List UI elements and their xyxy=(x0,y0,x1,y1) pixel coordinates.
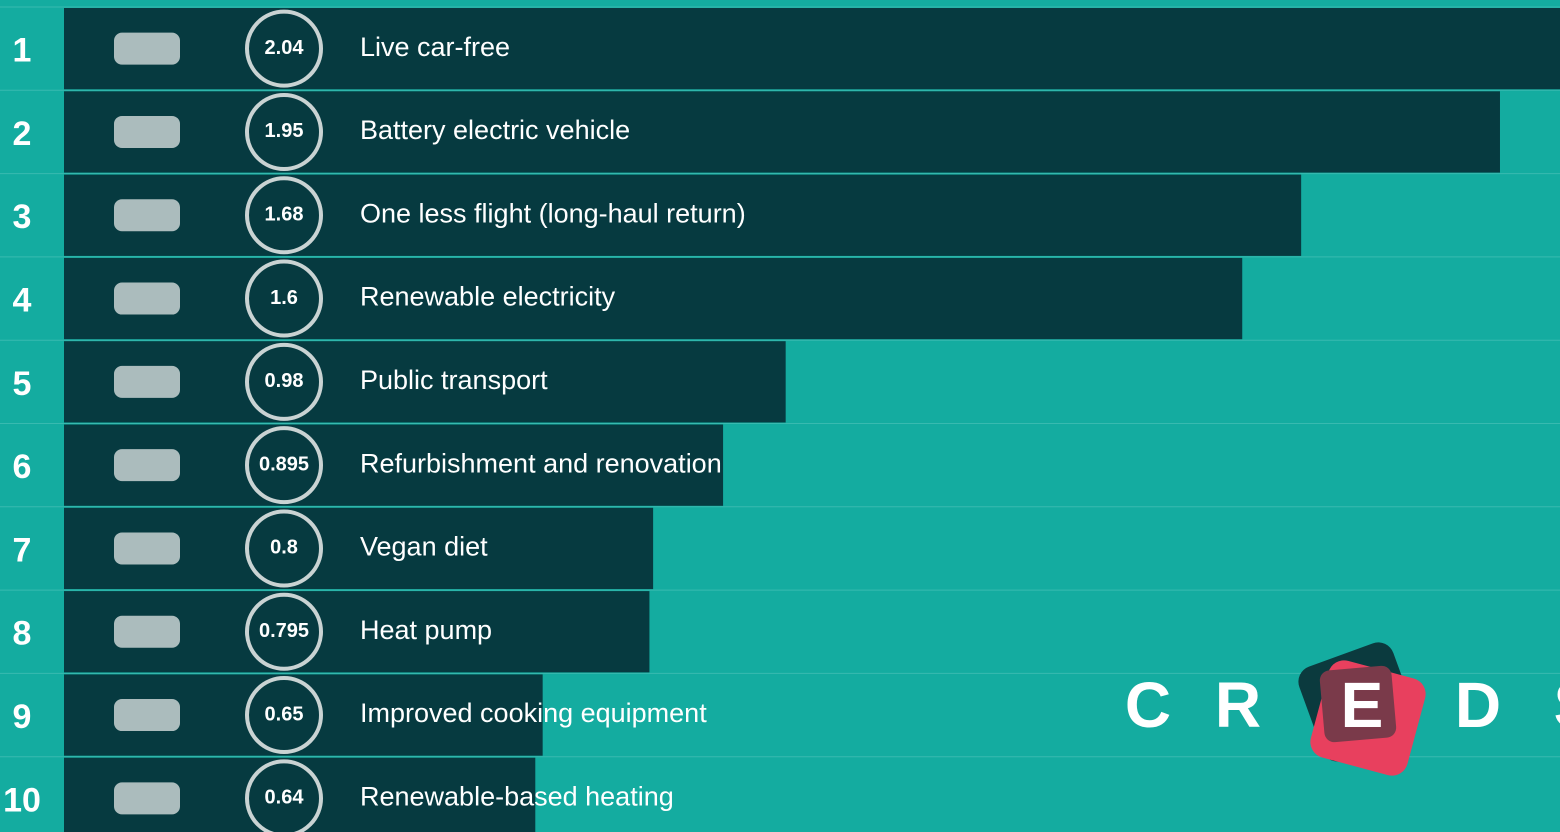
icon xyxy=(114,782,180,815)
logo-letter: C xyxy=(1125,669,1171,741)
icon xyxy=(114,615,180,648)
rank: 3 xyxy=(13,198,32,236)
rank: 2 xyxy=(13,115,32,153)
value-circle xyxy=(245,9,323,88)
bar xyxy=(64,8,1560,90)
rank: 5 xyxy=(13,365,32,403)
rank: 8 xyxy=(13,615,32,653)
category-label: Public transport xyxy=(360,365,548,395)
icon xyxy=(114,449,180,482)
value-label: 0.65 xyxy=(265,703,304,725)
icon xyxy=(114,282,180,315)
logo-letter: D xyxy=(1455,669,1501,741)
rank: 4 xyxy=(13,282,32,320)
rank: 1 xyxy=(13,32,32,70)
value-circle xyxy=(245,592,323,671)
category-label: Renewable electricity xyxy=(360,282,616,312)
value-circle xyxy=(245,426,323,505)
value-circle xyxy=(245,342,323,421)
category-label: Live car-free xyxy=(360,32,510,62)
rank: 10 xyxy=(3,781,41,819)
icon xyxy=(114,199,180,232)
rank: 7 xyxy=(13,531,32,569)
value-label: 1.6 xyxy=(270,287,298,309)
category-label: Improved cooking equipment xyxy=(360,698,707,728)
value-circle xyxy=(245,509,323,588)
value-label: 0.64 xyxy=(265,787,305,809)
value-label: 0.795 xyxy=(259,620,309,642)
value-circle xyxy=(245,759,323,832)
value-label: 1.95 xyxy=(265,120,304,142)
rank: 9 xyxy=(13,698,32,736)
category-label: Vegan diet xyxy=(360,532,488,562)
logo-shapes xyxy=(1298,642,1426,776)
bar xyxy=(64,257,1243,340)
bar xyxy=(64,174,1302,256)
icon xyxy=(114,32,180,65)
category-label: One less flight (long-haul return) xyxy=(360,198,746,228)
rank: 6 xyxy=(13,448,32,486)
icon xyxy=(114,365,180,398)
logo-letter: S xyxy=(1554,669,1560,741)
logo-letter: E xyxy=(1341,669,1384,741)
icon xyxy=(114,115,180,148)
value-label: 0.98 xyxy=(265,370,304,392)
category-label: Battery electric vehicle xyxy=(360,115,630,145)
bar xyxy=(64,341,786,423)
value-label: 0.8 xyxy=(270,537,298,559)
value-label: 2.04 xyxy=(265,37,305,59)
logo-letter: R xyxy=(1215,669,1261,741)
value-circle xyxy=(245,676,323,755)
value-label: 1.68 xyxy=(265,204,304,226)
icon xyxy=(114,532,180,565)
value-circle xyxy=(245,176,323,255)
icon xyxy=(114,699,180,732)
value-circle xyxy=(245,92,323,171)
category-label: Renewable-based heating xyxy=(360,781,674,811)
value-circle xyxy=(245,259,323,338)
value-label: 0.895 xyxy=(259,453,309,475)
category-label: Heat pump xyxy=(360,615,492,645)
category-label: Refurbishment and renovation xyxy=(360,448,722,478)
bar xyxy=(64,91,1500,173)
